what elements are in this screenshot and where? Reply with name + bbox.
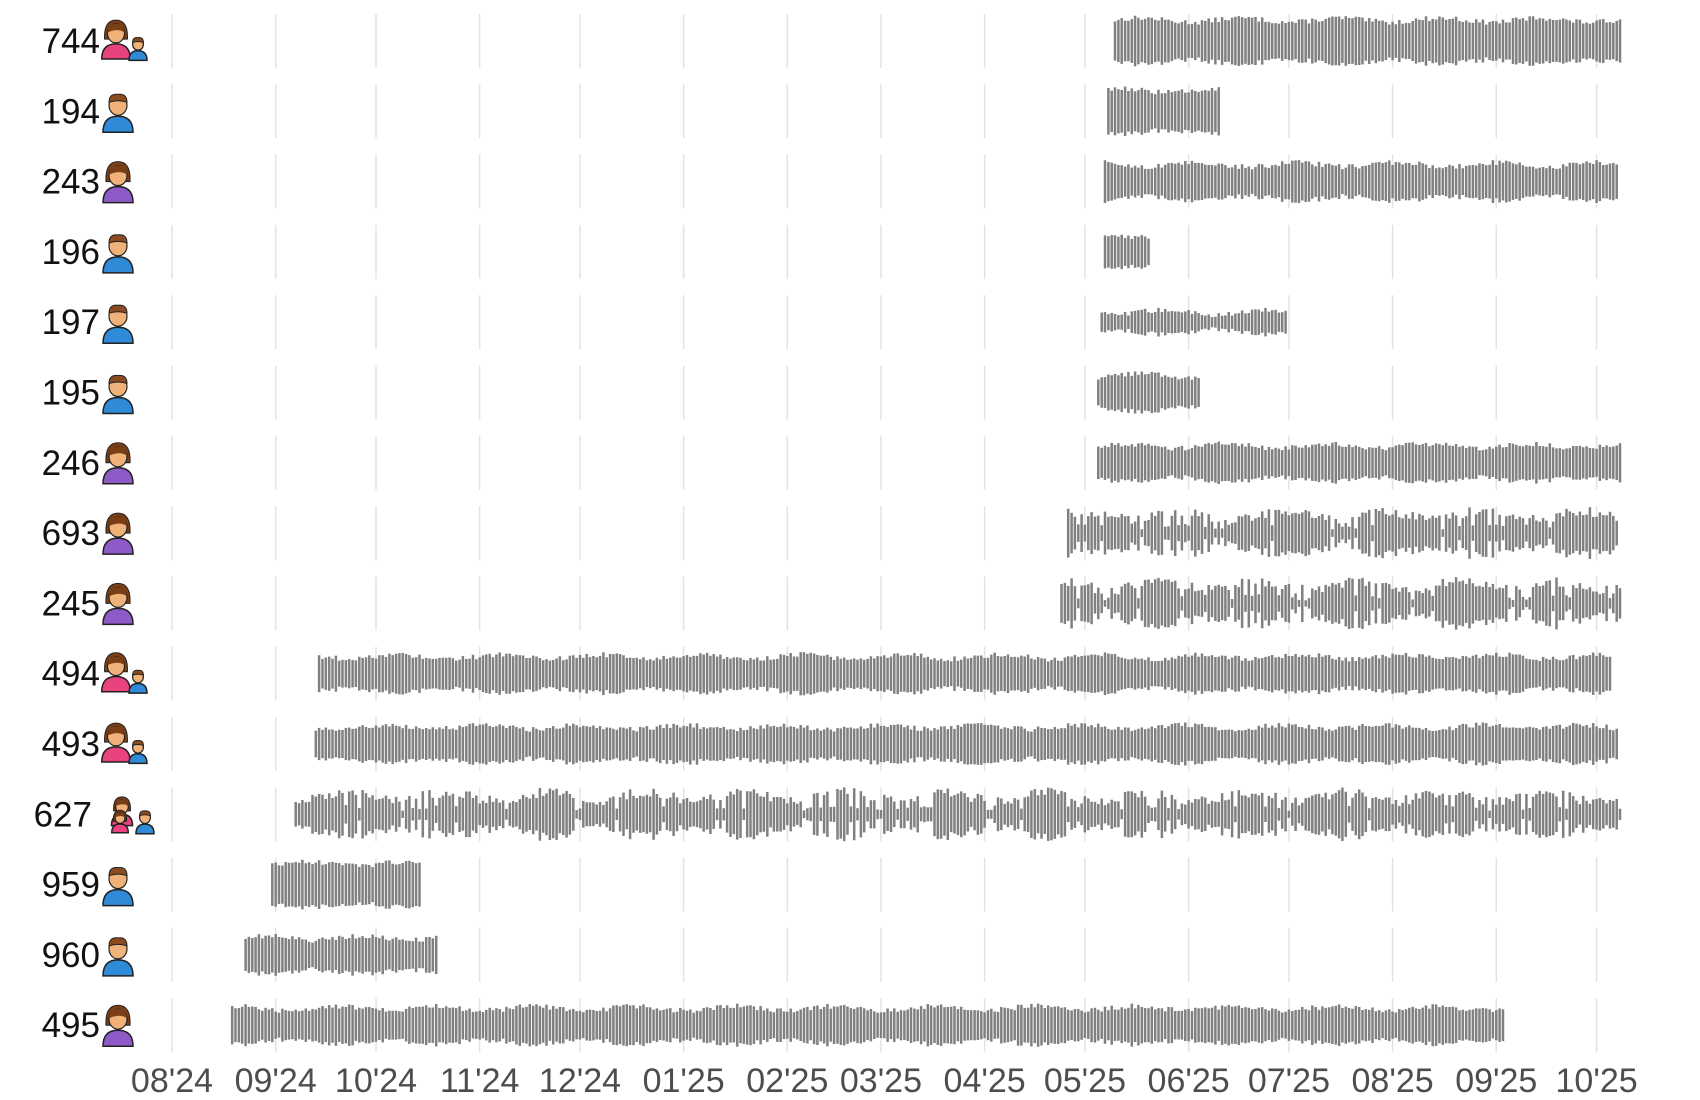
row-label: 627 [34, 795, 92, 834]
x-tick-label: 04'25 [944, 1062, 1026, 1100]
woman-icon [102, 1004, 134, 1047]
x-tick-label: 01'25 [643, 1062, 725, 1100]
row-label: 495 [42, 1006, 100, 1045]
woman-and-man-icon [100, 652, 148, 694]
x-tick-label: 10'24 [335, 1062, 417, 1100]
x-tick-label: 02'25 [746, 1062, 828, 1100]
x-tick-label: 12'24 [539, 1062, 621, 1100]
x-tick-label: 06'25 [1148, 1062, 1230, 1100]
activity-series [314, 722, 1618, 766]
man-icon [102, 867, 134, 907]
row-label: 493 [42, 725, 100, 764]
activity-series [271, 859, 421, 910]
row-label: 194 [42, 92, 100, 131]
woman-and-man-icon [100, 722, 148, 765]
x-tick-label: 05'25 [1044, 1062, 1126, 1100]
row-label: 196 [42, 233, 100, 272]
man-icon [102, 304, 134, 344]
row-label: 243 [42, 163, 100, 202]
x-tick-label: 03'25 [840, 1062, 922, 1100]
activity-series [1066, 507, 1618, 559]
activity-series [294, 787, 1622, 842]
man-icon [102, 93, 134, 134]
family-icon [110, 796, 155, 835]
activity-bars [230, 15, 1622, 1047]
woman-icon [102, 442, 134, 485]
activity-series [1100, 307, 1287, 337]
row-label: 494 [42, 655, 100, 694]
row-label: 960 [42, 936, 100, 975]
activity-series [1103, 160, 1618, 204]
row-label: 197 [42, 303, 100, 342]
activity-series [230, 1003, 1505, 1047]
activity-series [244, 934, 438, 976]
x-axis-ticks: 08'24 09'24 10'24 11'24 12'24 01'25 02'25 03'25… [131, 1062, 1638, 1100]
x-tick-label: 09'25 [1455, 1062, 1537, 1100]
activity-series [317, 652, 1612, 696]
row-label: 744 [42, 22, 100, 61]
x-tick-label: 11'24 [440, 1062, 520, 1100]
activity-series [1107, 86, 1220, 136]
row-labels: 744 194 243 196 197 195 246 693 245 494 493 627 959 9… [34, 19, 155, 1047]
activity-series [1097, 371, 1200, 414]
activity-series [1097, 441, 1622, 484]
x-tick-label: 08'25 [1352, 1062, 1434, 1100]
activity-series [1113, 15, 1622, 67]
row-label: 693 [42, 514, 100, 553]
row-label: 245 [42, 584, 100, 623]
woman-icon [102, 161, 134, 204]
row-label: 246 [42, 444, 100, 483]
woman-icon [102, 512, 134, 555]
x-tick-label: 10'25 [1556, 1062, 1638, 1100]
woman-and-man-icon [100, 19, 148, 62]
x-tick-label: 08'24 [131, 1062, 213, 1100]
man-icon [102, 937, 134, 977]
activity-series [1060, 577, 1622, 630]
x-tick-label: 09'24 [235, 1062, 317, 1100]
x-tick-label: 07'25 [1248, 1062, 1330, 1100]
activity-series [1103, 234, 1150, 270]
woman-icon [102, 582, 134, 626]
man-icon [102, 234, 134, 274]
row-label: 195 [42, 374, 100, 413]
row-label: 959 [42, 866, 100, 905]
man-icon [102, 374, 134, 415]
